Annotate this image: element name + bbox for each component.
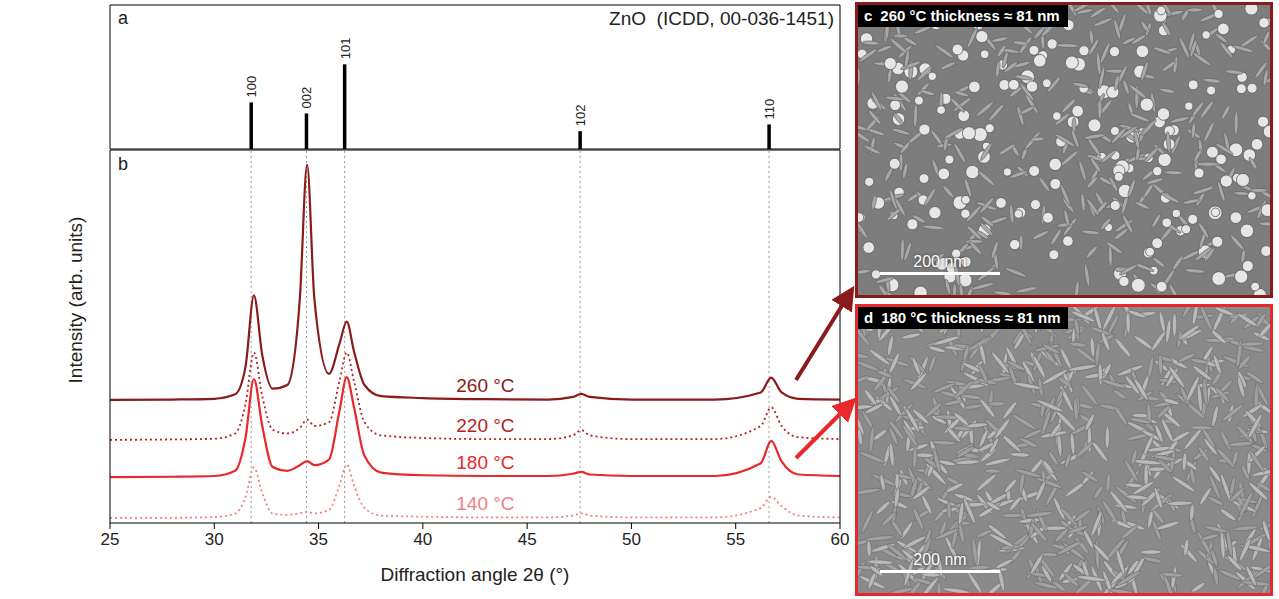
svg-text:140 °C: 140 °C — [456, 493, 514, 514]
svg-text:Diffraction angle 2θ (°): Diffraction angle 2θ (°) — [381, 564, 570, 585]
svg-text:25: 25 — [101, 530, 120, 549]
svg-text:Intensity (arb. units): Intensity (arb. units) — [65, 217, 86, 384]
html-text:200 nm: 200 nm — [913, 551, 967, 568]
svg-text:110: 110 — [762, 99, 777, 120]
html-text:ZnO (ICDD, 00-036-1451): ZnO (ICDD, 00-036-1451) — [609, 8, 834, 29]
svg-text:35: 35 — [309, 530, 328, 549]
svg-text:102: 102 — [573, 105, 588, 127]
svg-text:60: 60 — [831, 530, 850, 549]
svg-text:40: 40 — [413, 530, 432, 549]
html-text:260 °C thickness ≈ 81 nm: 260 °C thickness ≈ 81 nm — [880, 7, 1060, 24]
html-text:a: a — [118, 8, 128, 28]
svg-text:30: 30 — [205, 530, 224, 549]
html-text:b: b — [118, 154, 128, 174]
svg-text:45: 45 — [518, 530, 537, 549]
svg-text:101: 101 — [338, 38, 353, 60]
svg-text:100: 100 — [244, 76, 259, 98]
html-text:c: c — [864, 7, 873, 24]
svg-text:002: 002 — [299, 87, 314, 109]
svg-text:220 °C: 220 °C — [456, 415, 514, 436]
svg-text:55: 55 — [726, 530, 745, 549]
svg-text:50: 50 — [622, 530, 641, 549]
svg-text:260 °C: 260 °C — [456, 375, 514, 396]
svg-text:180 °C: 180 °C — [456, 452, 514, 473]
html-text:200 nm: 200 nm — [913, 253, 967, 270]
html-text:d: d — [864, 309, 874, 326]
html-text:180 °C thickness ≈ 81 nm: 180 °C thickness ≈ 81 nm — [881, 309, 1061, 326]
